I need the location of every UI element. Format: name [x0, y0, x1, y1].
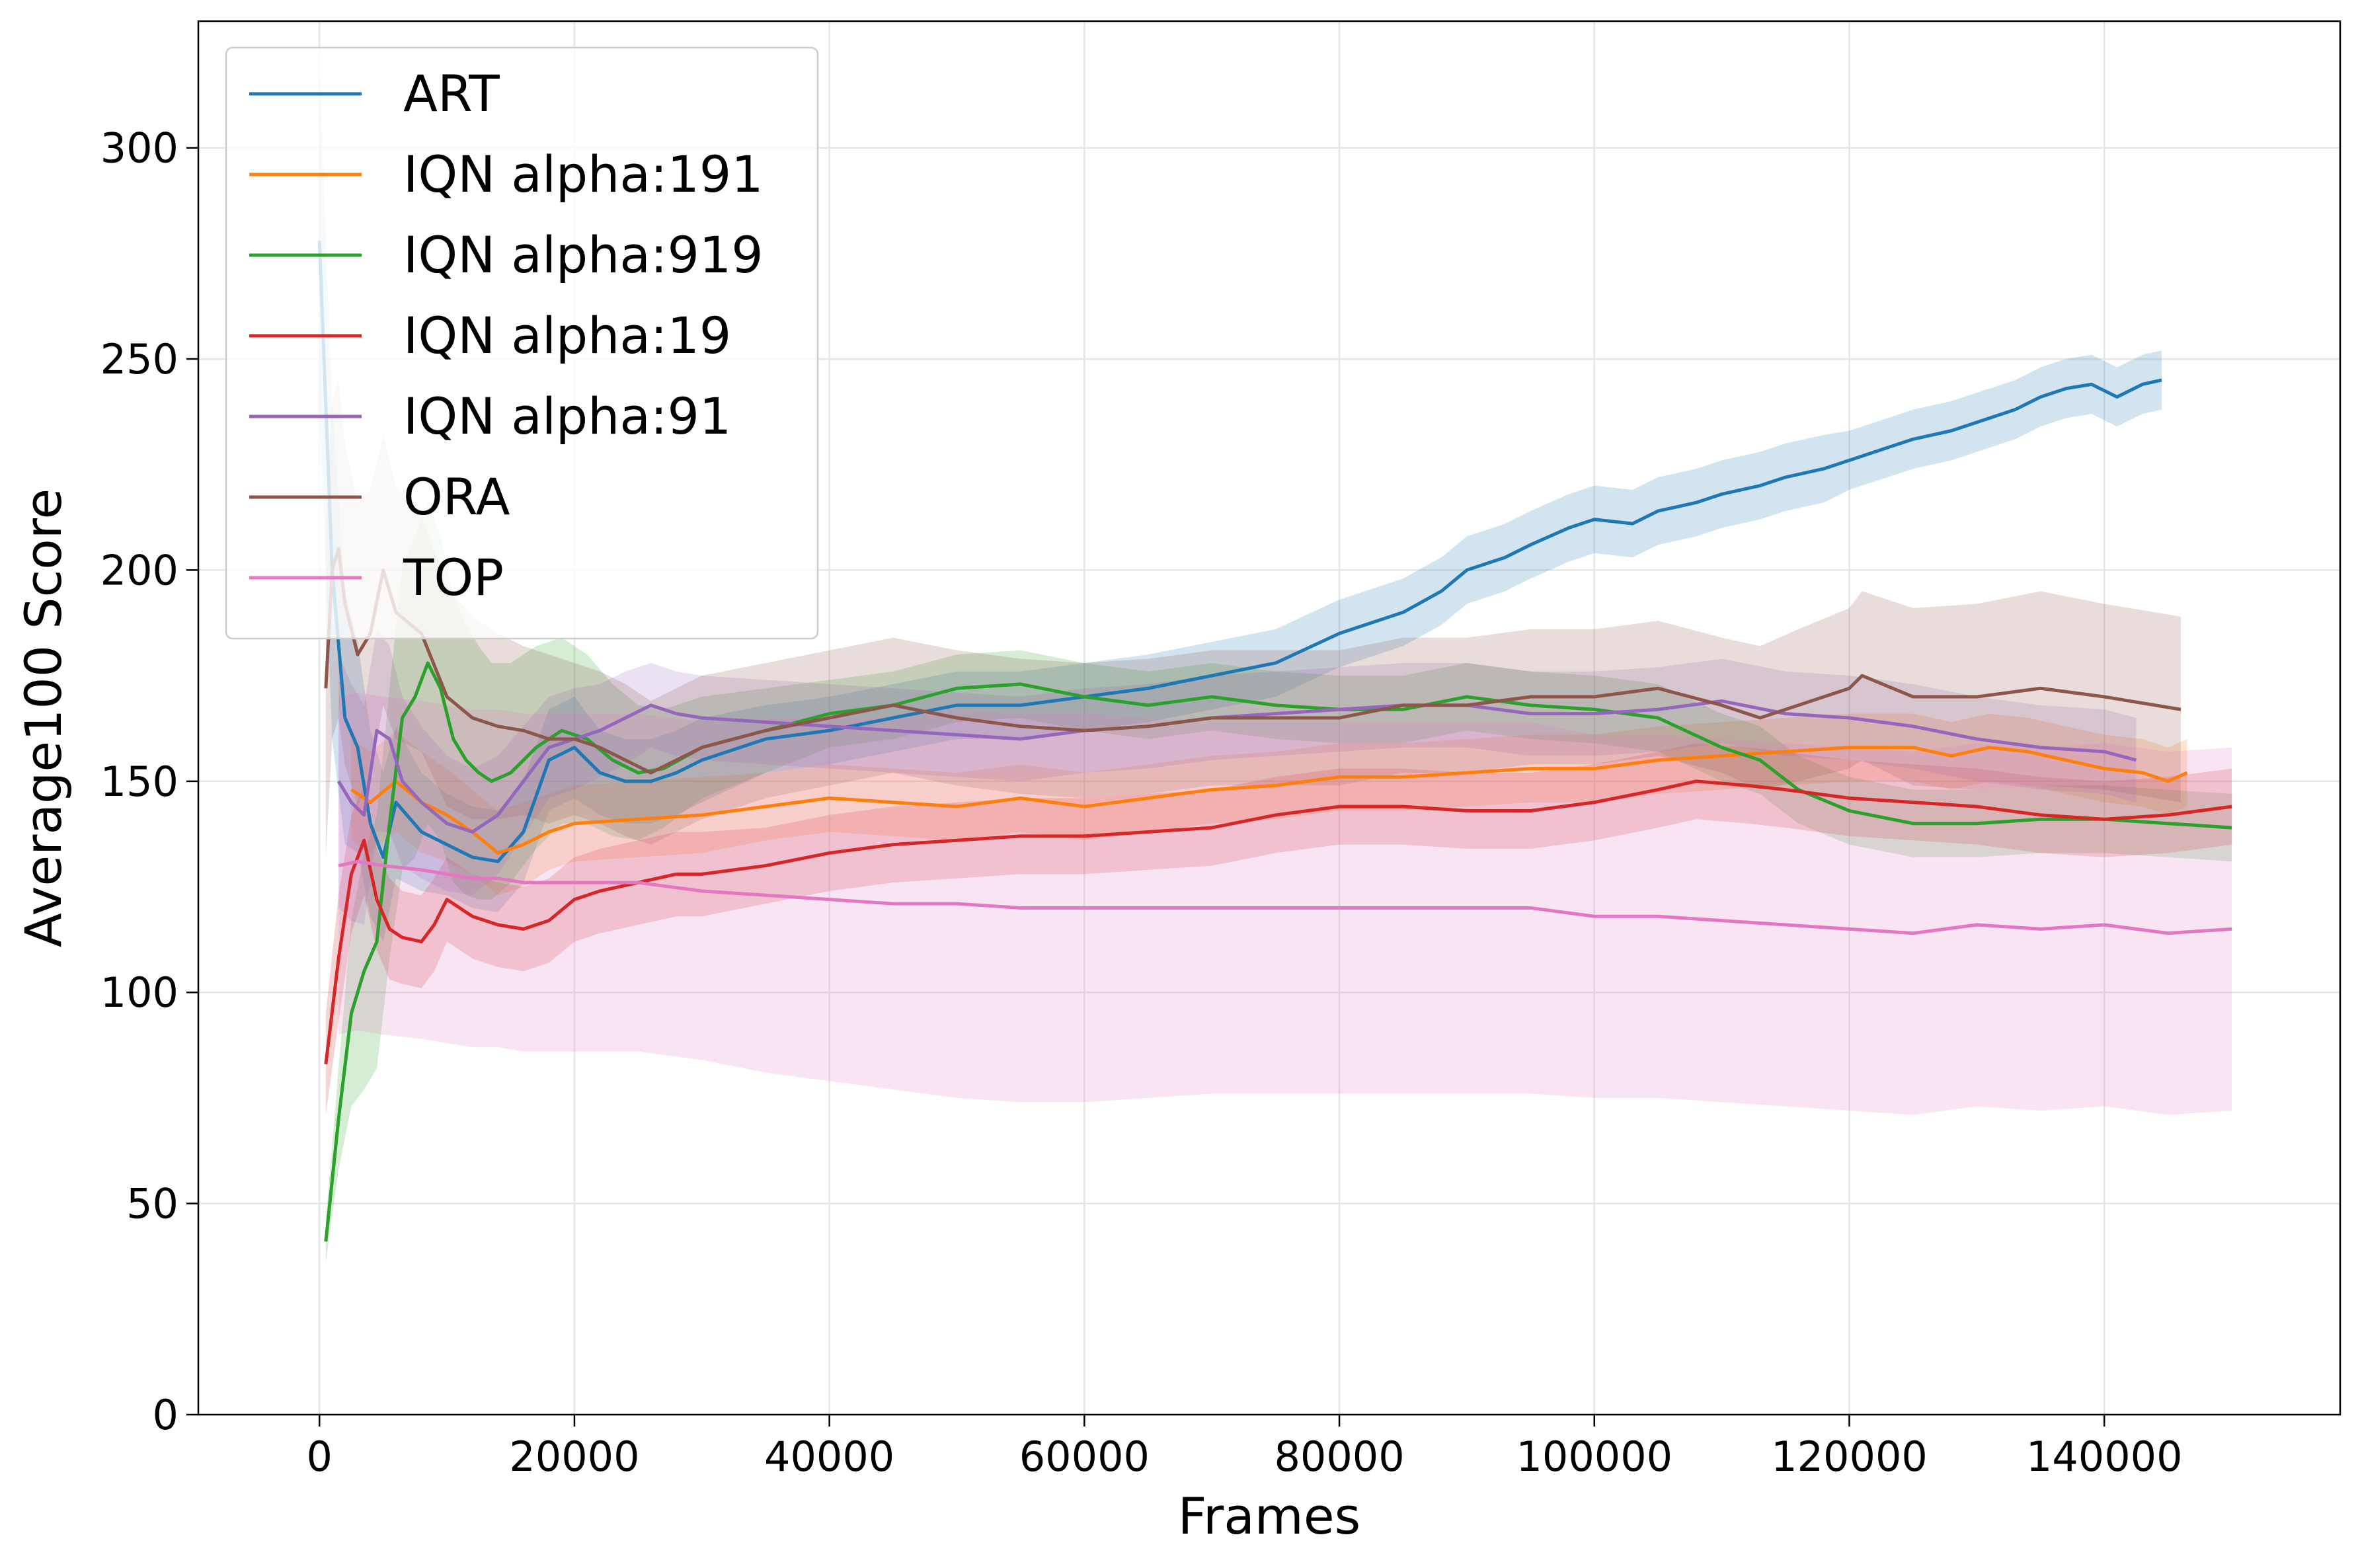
x-tick-label: 40000	[764, 1432, 894, 1481]
legend-label: ART	[403, 64, 500, 123]
y-tick-label: 0	[153, 1391, 178, 1439]
band-iqn-alpha-191	[351, 713, 2187, 896]
legend-label: ORA	[403, 467, 510, 526]
legend-item-iqn-alpha-191[interactable]: IQN alpha:191	[249, 145, 764, 204]
x-tick-label: 100000	[1516, 1432, 1672, 1481]
legend-item-iqn-alpha-91[interactable]: IQN alpha:91	[249, 387, 731, 446]
legend-item-art[interactable]: ART	[249, 64, 500, 123]
y-tick-label: 100	[100, 968, 178, 1017]
legend[interactable]: ART IQN alpha:191 IQN alpha:919 IQN alpha:1…	[225, 46, 819, 640]
legend-item-top[interactable]: TOP	[249, 548, 504, 607]
band-iqn-alpha-19	[325, 743, 2232, 1115]
band-top	[338, 692, 2232, 1115]
y-tick-label: 200	[100, 546, 178, 594]
line-art	[317, 241, 2162, 863]
legend-item-iqn-alpha-19[interactable]: IQN alpha:19	[249, 306, 731, 365]
legend-item-ora[interactable]: ORA	[249, 467, 510, 526]
legend-label: IQN alpha:191	[403, 145, 764, 204]
legend-item-iqn-alpha-919[interactable]: IQN alpha:919	[249, 225, 764, 284]
x-tick-label: 60000	[1019, 1432, 1150, 1481]
line-iqn-alpha-91	[337, 699, 2137, 834]
y-tick-label: 300	[100, 124, 178, 173]
legend-label: IQN alpha:19	[403, 306, 731, 365]
x-tick-label: 120000	[1771, 1432, 1928, 1481]
x-tick-label: 140000	[2026, 1432, 2183, 1481]
x-tick-label: 80000	[1274, 1432, 1404, 1481]
line-iqn-alpha-19	[324, 779, 2232, 1065]
band-ora	[325, 379, 2181, 857]
x-axis-label: Frames	[1178, 1487, 1360, 1546]
legend-label: TOP	[403, 548, 504, 607]
y-axis-label: Average100 Score	[14, 489, 73, 947]
legend-box	[225, 46, 819, 640]
x-tick-label: 20000	[509, 1432, 639, 1481]
x-axis-ticks: 0 20000 40000 60000 80000 100000 120000 140000	[306, 1415, 2183, 1481]
line-top	[338, 859, 2232, 935]
band-iqn-alpha-91	[338, 629, 2137, 925]
legend-label: IQN alpha:919	[403, 225, 764, 284]
plot-frame	[197, 20, 2341, 1416]
line-iqn-alpha-919	[324, 661, 2232, 1242]
legend-label: IQN alpha:91	[403, 387, 731, 446]
y-tick-label: 150	[100, 758, 178, 806]
line-iqn-alpha-191	[350, 746, 2188, 855]
y-tick-label: 50	[126, 1180, 178, 1228]
y-axis-ticks: 0 50 100 150 200 250 300	[100, 124, 198, 1439]
y-tick-label: 250	[100, 335, 178, 383]
x-tick-label: 0	[306, 1432, 332, 1481]
band-iqn-alpha-919	[325, 502, 2232, 1263]
